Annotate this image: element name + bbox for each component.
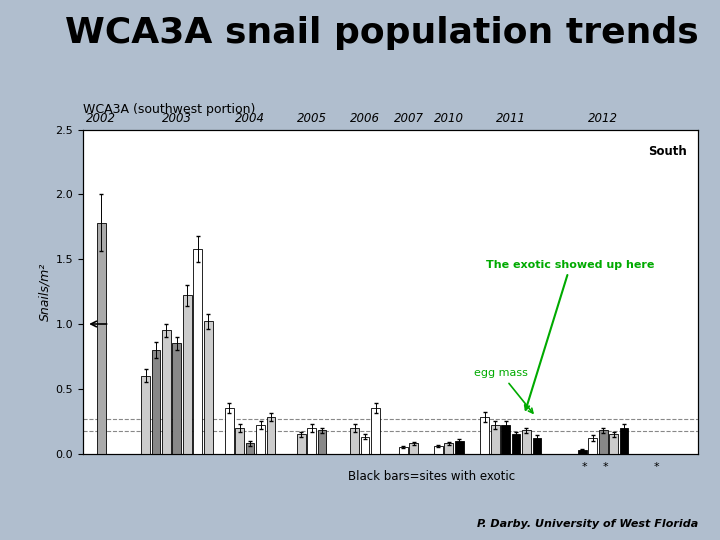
Text: South: South [648,145,687,158]
Bar [522,430,531,454]
Bar [225,408,233,454]
Text: Black bars=sites with exotic: Black bars=sites with exotic [348,470,516,483]
Text: *: * [582,462,588,472]
Bar [399,447,408,454]
Bar [183,295,192,454]
Bar [588,438,597,454]
Text: *: * [654,462,660,472]
Bar [578,450,587,454]
Bar [173,343,181,454]
Bar [194,249,202,454]
Text: WCA3A (southwest portion): WCA3A (southwest portion) [83,103,255,116]
Bar [434,446,443,454]
Bar [297,434,305,454]
Text: The exotic showed up here: The exotic showed up here [487,260,654,410]
Bar [97,223,106,454]
Bar [235,428,244,454]
Bar [455,441,464,454]
Bar [480,417,489,454]
Bar [204,321,212,454]
Bar [599,430,608,454]
Bar [609,434,618,454]
Bar [533,438,541,454]
Bar [491,425,500,454]
Bar [410,443,418,454]
Bar [141,376,150,454]
Text: WCA3A snail population trends: WCA3A snail population trends [65,16,698,50]
Bar [444,443,453,454]
Bar [350,428,359,454]
Text: P. Darby. University of West Florida: P. Darby. University of West Florida [477,519,698,529]
Bar [318,430,326,454]
Bar [620,428,629,454]
Bar [162,330,171,454]
Bar [371,408,380,454]
Text: *: * [603,462,608,472]
Bar [256,425,265,454]
Bar [512,434,521,454]
Bar [266,417,275,454]
Bar [152,350,161,454]
Text: egg mass: egg mass [474,368,533,413]
Bar [307,428,316,454]
Y-axis label: Snails/m²: Snails/m² [38,262,51,321]
Bar [501,425,510,454]
Bar [361,437,369,454]
Bar [246,443,254,454]
